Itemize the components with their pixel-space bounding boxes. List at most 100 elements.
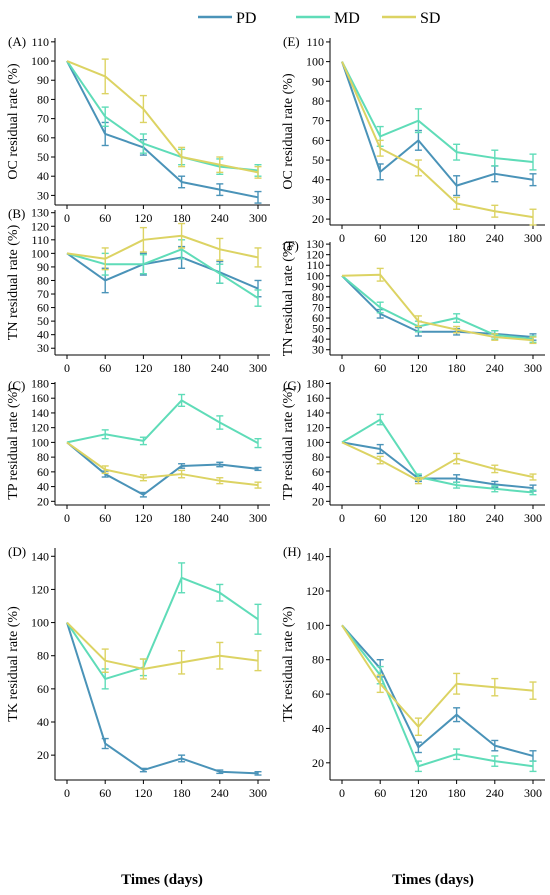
legend: PD MD SD: [198, 10, 440, 27]
y-tick-label: 40: [37, 715, 49, 729]
series-sd: [341, 624, 537, 737]
y-tick-label: 140: [306, 550, 324, 564]
x-tick-label: 0: [339, 511, 345, 525]
x-tick-label: 120: [134, 361, 152, 375]
panel-label: (B): [8, 206, 25, 221]
x-tick-label: 60: [99, 361, 111, 375]
series-pd: [66, 245, 262, 298]
y-axis-title: TP residual rate (%): [281, 387, 296, 500]
y-tick-label: 60: [312, 687, 324, 701]
x-tick-label: 240: [486, 786, 504, 800]
y-tick-label: 40: [37, 169, 49, 183]
x-axis-title-left: Times (days): [121, 872, 203, 888]
panel-h: 20 40 60 80 100 120 140 0 60 120 180 240 300 (H) TK re…: [281, 544, 545, 800]
x-tick-label: 60: [374, 511, 386, 525]
y-axis-title: TN residual rate (%): [281, 240, 296, 356]
panel-e: 20 30 40 50 60 70 80 90 100 110 0 60 120 180 240 300 (E)…: [281, 34, 545, 245]
series-line: [341, 418, 534, 494]
series-line: [66, 252, 259, 290]
legend-label-md: MD: [334, 10, 360, 27]
series-line: [66, 441, 259, 487]
y-tick-label: 100: [31, 616, 49, 630]
y-tick-label: 50: [37, 314, 49, 328]
series-line: [66, 60, 259, 199]
series-line: [66, 622, 259, 775]
series-line: [66, 399, 259, 445]
y-tick-label: 40: [37, 328, 49, 342]
y-tick-label: 50: [37, 150, 49, 164]
y-tick-label: 20: [37, 494, 49, 508]
y-tick-label: 180: [31, 376, 49, 390]
y-tick-label: 100: [306, 55, 324, 69]
y-tick-label: 60: [312, 465, 324, 479]
series-sd: [66, 621, 262, 680]
x-tick-label: 180: [448, 511, 466, 525]
y-tick-label: 80: [312, 653, 324, 667]
panel-label: (H): [283, 544, 301, 559]
y-tick-label: 100: [306, 618, 324, 632]
y-tick-label: 30: [312, 343, 324, 357]
x-tick-label: 120: [134, 211, 152, 225]
x-tick-label: 60: [374, 786, 386, 800]
series-line: [341, 275, 534, 339]
y-axis-title: OC residual rate (%): [6, 63, 21, 180]
x-tick-label: 60: [374, 361, 386, 375]
series-sd: [66, 58, 262, 179]
y-tick-label: 140: [31, 406, 49, 420]
x-tick-label: 300: [524, 511, 542, 525]
y-tick-label: 90: [37, 73, 49, 87]
y-axis-title: TN residual rate (%): [6, 224, 21, 340]
y-tick-label: 120: [31, 421, 49, 435]
y-tick-label: 100: [306, 269, 324, 283]
y-axis-title: OC residual rate (%): [281, 73, 296, 190]
y-tick-label: 70: [37, 287, 49, 301]
series-line: [66, 60, 259, 172]
x-tick-label: 0: [64, 361, 70, 375]
y-tick-label: 110: [31, 35, 49, 49]
y-tick-label: 20: [312, 494, 324, 508]
y-tick-label: 110: [31, 233, 49, 247]
series-line: [66, 234, 259, 260]
y-tick-label: 20: [37, 748, 49, 762]
y-tick-label: 140: [31, 549, 49, 563]
series-line: [66, 576, 259, 680]
series-line: [66, 621, 259, 670]
series-pd: [66, 622, 262, 776]
y-tick-label: 50: [312, 153, 324, 167]
y-tick-label: 160: [306, 391, 324, 405]
x-tick-label: 120: [134, 786, 152, 800]
panel-label: (E): [283, 34, 300, 49]
y-tick-label: 60: [312, 311, 324, 325]
x-tick-label: 240: [211, 786, 229, 800]
y-tick-label: 60: [37, 131, 49, 145]
series-line: [341, 624, 534, 757]
y-tick-label: 30: [37, 188, 49, 202]
legend-label-sd: SD: [420, 10, 440, 27]
x-tick-label: 60: [99, 511, 111, 525]
panel-label: (G): [283, 378, 301, 393]
series-md: [66, 393, 262, 449]
series-line: [341, 61, 534, 187]
y-tick-label: 110: [306, 35, 324, 49]
x-tick-label: 0: [64, 511, 70, 525]
y-tick-label: 120: [306, 421, 324, 435]
x-tick-label: 180: [448, 361, 466, 375]
y-tick-label: 50: [312, 322, 324, 336]
y-tick-label: 90: [312, 279, 324, 293]
x-tick-label: 240: [211, 211, 229, 225]
y-tick-label: 80: [312, 94, 324, 108]
y-axis-title: TK residual rate (%): [281, 606, 296, 722]
y-tick-label: 130: [306, 237, 324, 251]
panel-label: (C): [8, 378, 25, 393]
y-tick-label: 30: [37, 341, 49, 355]
x-tick-label: 300: [249, 511, 267, 525]
y-tick-label: 60: [312, 133, 324, 147]
series-line: [341, 275, 534, 341]
x-tick-label: 0: [64, 786, 70, 800]
x-axis-title-right: Times (days): [392, 872, 474, 888]
legend-item-pd: PD: [198, 10, 256, 27]
y-tick-label: 160: [31, 391, 49, 405]
series-sd: [341, 267, 537, 345]
